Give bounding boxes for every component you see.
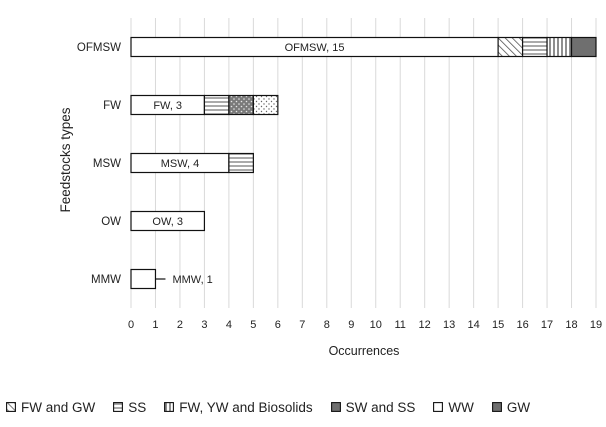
x-tick-label: 17 — [541, 319, 553, 331]
data-label: OFMSW, 15 — [285, 42, 345, 54]
bar-segment-diag — [497, 36, 524, 58]
legend-swatch-vlines — [164, 402, 175, 412]
y-tick-label: OW — [101, 216, 121, 228]
data-label: OW, 3 — [152, 216, 183, 228]
bar-segment-hlines — [228, 152, 254, 174]
y-tick-label: FW — [103, 100, 121, 112]
data-label: MMW, 1 — [172, 274, 212, 286]
bar-segment-ww — [130, 210, 206, 232]
bar-segment-dots_light — [252, 94, 279, 116]
x-tick-label: 2 — [177, 319, 183, 331]
x-tick-label: 7 — [299, 319, 305, 331]
data-labels: OFMSW, 15 FW, 3 MSW, 4 OW, 3 MMW, 1 — [152, 42, 344, 286]
x-tick-label: 9 — [348, 319, 354, 331]
bar-segment-hlines — [521, 36, 548, 58]
legend-item: FW, YW and Biosolids — [164, 399, 313, 415]
bar-segment-vlines — [546, 36, 573, 58]
x-tick-label: 8 — [324, 319, 330, 331]
chart-legend: FW and GW SS FW, YW and Biosolids SW and SS… — [0, 395, 606, 419]
x-tick-label: 13 — [443, 319, 455, 331]
y-tick-label: MSW — [93, 158, 121, 170]
x-tick-label: 19 — [590, 319, 602, 331]
y-tick-label: MMW — [91, 274, 121, 286]
x-tick-label: 5 — [250, 319, 256, 331]
y-tick-label: OFMSW — [77, 42, 121, 54]
x-tick-label: 16 — [516, 319, 528, 331]
bar-segment-ww — [130, 268, 157, 290]
x-tick-label: 1 — [152, 319, 158, 331]
data-label: FW, 3 — [153, 100, 182, 112]
legend-item: SS — [113, 400, 146, 415]
x-tick-label: 11 — [394, 319, 405, 331]
x-axis-title: Occurrences — [329, 344, 400, 358]
legend-swatch-hlines — [113, 402, 124, 412]
x-tick-label: 18 — [565, 319, 577, 331]
data-label: MSW, 4 — [161, 158, 200, 170]
legend-item: FW and GW — [6, 400, 95, 415]
x-tick-label: 12 — [419, 319, 431, 331]
legend-label: FW, YW and Biosolids — [179, 399, 313, 415]
bar-segment-solid — [570, 36, 597, 58]
axes: Occurrences Feedstocks types — [58, 107, 399, 358]
x-tick-label: 3 — [201, 319, 207, 331]
legend-swatch-solid — [491, 402, 502, 412]
bar-segment-hlines — [203, 94, 230, 116]
legend-label: SW and SS — [345, 399, 416, 415]
x-tick-label: 0 — [128, 319, 134, 331]
legend-label: GW — [506, 399, 531, 415]
x-tick-label: 15 — [492, 319, 504, 331]
grid-lines: 0 1 2 3 4 5 6 7 8 9 10 11 12 13 14 15 16 17 18 19 — [128, 18, 602, 331]
bars: OFMSW FW MSW OW MMW — [77, 36, 597, 290]
legend-swatch-diag — [6, 402, 16, 412]
x-tick-label: 14 — [468, 319, 480, 331]
legend-item: GW — [491, 399, 531, 415]
legend-swatch-solid — [330, 402, 341, 412]
legend-item: SW and SS — [330, 399, 416, 415]
x-tick-label: 10 — [370, 319, 382, 331]
legend-swatch-ww — [433, 402, 444, 412]
legend-label: SS — [128, 399, 147, 415]
legend-item: WW — [433, 399, 474, 415]
legend-label: WW — [448, 399, 474, 415]
bar-segment-dots_dark — [228, 94, 254, 116]
y-axis-title: Feedstocks types — [58, 107, 73, 212]
x-tick-label: 6 — [275, 319, 281, 331]
x-tick-label: 4 — [226, 319, 232, 331]
legend-label: FW and GW — [21, 399, 96, 415]
